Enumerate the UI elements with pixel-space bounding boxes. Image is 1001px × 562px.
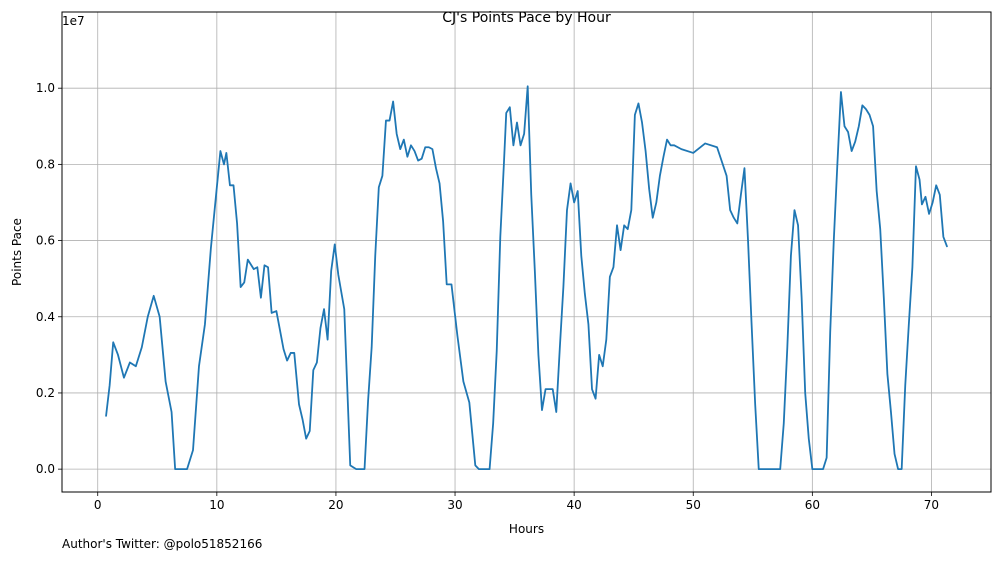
x-tick-label: 20: [328, 498, 343, 512]
x-tick-label: 40: [567, 498, 582, 512]
plot-frame: [61, 11, 992, 493]
y-tick-label: 0.2: [36, 386, 55, 400]
x-tick-label: 70: [924, 498, 939, 512]
y-tick-label: 0.6: [36, 234, 55, 248]
x-tick-label: 10: [209, 498, 224, 512]
x-tick-label: 50: [686, 498, 701, 512]
y-tick-label: 1.0: [36, 81, 55, 95]
x-tick-label: 30: [447, 498, 462, 512]
chart-title: CJ's Points Pace by Hour: [442, 10, 611, 26]
y-offset-label: 1e7: [62, 14, 85, 28]
y-axis-ticks: 0.0 0.2 0.4 0.6 0.8 1.0: [36, 81, 62, 476]
author-footnote: Author's Twitter: @polo51852166: [62, 537, 263, 551]
x-axis-label: Hours: [509, 522, 544, 536]
grid-layer: [62, 12, 991, 492]
y-tick-label: 0.4: [36, 310, 55, 324]
x-tick-label: 0: [94, 498, 102, 512]
y-axis-label: Points Pace: [10, 218, 24, 286]
series-layer: [105, 85, 948, 471]
y-tick-label: 0.8: [36, 157, 55, 171]
x-tick-label: 60: [805, 498, 820, 512]
y-tick-label: 0.0: [36, 462, 55, 476]
series-line-0: [105, 85, 948, 471]
x-axis-ticks: 0 10 20 30 40 50 60 70: [94, 492, 939, 512]
